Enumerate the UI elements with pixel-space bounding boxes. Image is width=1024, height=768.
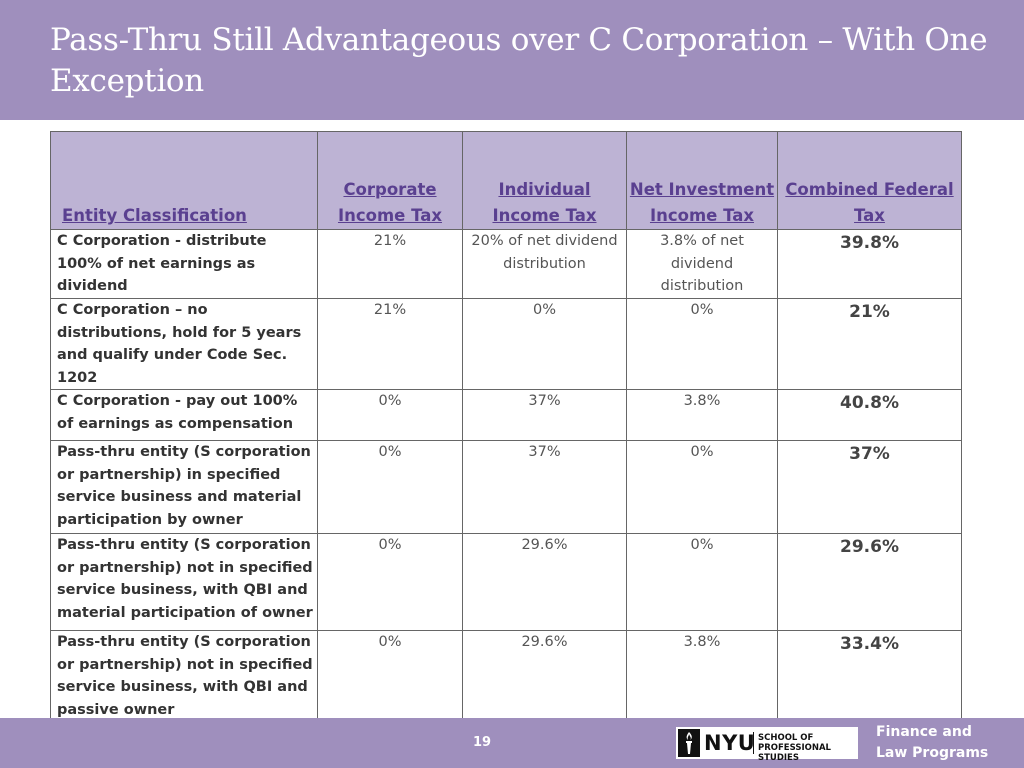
table-row: Pass-thru entity (S corporation or partn… xyxy=(50,533,962,631)
header-corporate-income-tax: Corporate Income Tax xyxy=(317,131,463,230)
nyu-sps-logo: NYU SCHOOL OF PROFESSIONAL STUDIES xyxy=(676,727,858,763)
individual-tax-cell: 37% xyxy=(462,440,627,534)
page-number: 19 xyxy=(472,735,492,750)
niit-cell: 0% xyxy=(626,440,778,534)
combined-tax-cell: 33.4% xyxy=(777,630,962,724)
footer-bar xyxy=(0,718,1024,768)
entity-cell: C Corporation – no distributions, hold f… xyxy=(50,298,318,390)
corporate-tax-cell: 0% xyxy=(317,630,463,724)
corporate-tax-cell: 0% xyxy=(317,440,463,534)
nyu-wordmark: NYU xyxy=(704,731,756,755)
combined-tax-cell: 40.8% xyxy=(777,389,962,441)
niit-cell: 3.8% of net dividend distribution xyxy=(626,229,778,299)
title-bar xyxy=(0,0,1024,120)
logo-divider xyxy=(753,732,754,754)
table-row: Pass-thru entity (S corporation or partn… xyxy=(50,630,962,724)
combined-tax-cell: 29.6% xyxy=(777,533,962,631)
slide-title: Pass-Thru Still Advantageous over C Corp… xyxy=(50,22,988,99)
tax-comparison-table: Entity Classification Corporate Income T… xyxy=(50,131,962,724)
individual-tax-cell: 0% xyxy=(462,298,627,390)
header-individual-income-tax: Individual Income Tax xyxy=(462,131,627,230)
header-net-investment-income-tax: Net Investment Income Tax xyxy=(626,131,778,230)
corporate-tax-cell: 0% xyxy=(317,389,463,441)
niit-cell: 0% xyxy=(626,298,778,390)
entity-cell: C Corporation - pay out 100% of earnings… xyxy=(50,389,318,441)
corporate-tax-cell: 21% xyxy=(317,298,463,390)
header-entity-classification: Entity Classification xyxy=(50,131,318,230)
niit-cell: 0% xyxy=(626,533,778,631)
individual-tax-cell: 29.6% xyxy=(462,630,627,724)
entity-cell: Pass-thru entity (S corporation or partn… xyxy=(50,533,318,631)
corporate-tax-cell: 21% xyxy=(317,229,463,299)
individual-tax-cell: 37% xyxy=(462,389,627,441)
table-row: Pass-thru entity (S corporation or partn… xyxy=(50,440,962,534)
entity-cell: Pass-thru entity (S corporation or partn… xyxy=(50,630,318,724)
school-name: SCHOOL OF PROFESSIONAL STUDIES xyxy=(758,733,831,763)
table-header-row: Entity Classification Corporate Income T… xyxy=(50,131,962,230)
table-row: C Corporation - distribute 100% of net e… xyxy=(50,229,962,299)
table-row: C Corporation – no distributions, hold f… xyxy=(50,298,962,390)
individual-tax-cell: 20% of net dividend distribution xyxy=(462,229,627,299)
program-name: Finance and Law Programs xyxy=(876,724,989,761)
corporate-tax-cell: 0% xyxy=(317,533,463,631)
individual-tax-cell: 29.6% xyxy=(462,533,627,631)
entity-cell: C Corporation - distribute 100% of net e… xyxy=(50,229,318,299)
combined-tax-cell: 39.8% xyxy=(777,229,962,299)
header-combined-federal-tax: Combined Federal Tax xyxy=(777,131,962,230)
torch-icon xyxy=(678,729,700,757)
entity-cell: Pass-thru entity (S corporation or partn… xyxy=(50,440,318,534)
niit-cell: 3.8% xyxy=(626,630,778,724)
combined-tax-cell: 37% xyxy=(777,440,962,534)
niit-cell: 3.8% xyxy=(626,389,778,441)
table-row: C Corporation - pay out 100% of earnings… xyxy=(50,389,962,441)
combined-tax-cell: 21% xyxy=(777,298,962,390)
